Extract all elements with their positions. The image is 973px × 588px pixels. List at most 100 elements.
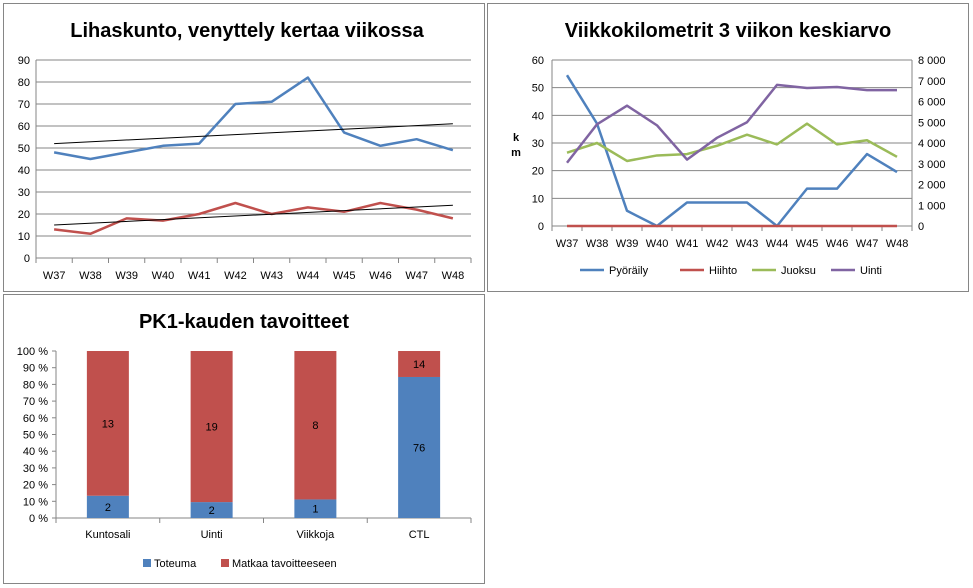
y-tick-label: 0 %	[29, 513, 48, 525]
y-tick-label: 10	[18, 231, 30, 243]
legend-swatch	[143, 559, 151, 567]
x-tick-label: Viikkoja	[297, 529, 336, 541]
x-tick-label: Uinti	[201, 529, 223, 541]
legend-label: Juoksu	[781, 265, 816, 277]
data-label: 1	[312, 504, 318, 516]
y-tick-label: 40 %	[23, 446, 48, 458]
series-line-1	[53, 76, 454, 161]
x-tick-label: Kuntosali	[85, 529, 130, 541]
y-tick-label: 20	[532, 166, 544, 178]
y-tick-label: 20 %	[23, 480, 48, 492]
y-tick-label: 30 %	[23, 463, 48, 475]
y-axis-label: k	[513, 132, 520, 144]
x-tick-label: W46	[369, 270, 392, 282]
legend-label: Matkaa tavoitteeseen	[232, 558, 337, 570]
y2-tick-label: 5 000	[918, 117, 946, 129]
y2-tick-label: 3 000	[918, 159, 946, 171]
x-tick-label: W40	[646, 238, 669, 250]
y-tick-label: 50 %	[23, 430, 48, 442]
y-tick-label: 50	[532, 83, 544, 95]
y-tick-label: 30	[532, 138, 544, 150]
y-tick-label: 100 %	[17, 346, 48, 358]
y-tick-label: 20	[18, 209, 30, 221]
y-tick-label: 50	[18, 143, 30, 155]
y-tick-label: 60	[532, 55, 544, 67]
data-label: 8	[312, 420, 318, 432]
bar-segment-matkaa	[86, 351, 129, 496]
y2-tick-label: 7 000	[918, 76, 946, 88]
x-tick-label: W41	[676, 238, 699, 250]
y-tick-label: 10	[532, 193, 544, 205]
bar-segment-matkaa	[190, 351, 233, 503]
series-line-2	[53, 201, 454, 236]
bar-segment-toteuma	[86, 495, 129, 518]
data-label: 14	[413, 359, 425, 371]
chart-panel-lihaskunto: Lihaskunto, venyttely kertaa viikossa 0 1…	[3, 3, 485, 292]
data-label: 13	[102, 418, 114, 430]
y-tick-label: 70 %	[23, 396, 48, 408]
x-tick-label: W45	[333, 270, 356, 282]
y-tick-label: 0	[24, 253, 30, 265]
line-chart-viikkokilometrit: Viikkokilometrit 3 viikon keskiarvo 0 10 2…	[511, 20, 946, 277]
x-tick-label: W42	[706, 238, 729, 250]
y-axis-label: m	[511, 147, 521, 159]
y2-tick-label: 4 000	[918, 138, 946, 150]
x-tick-label: W47	[856, 238, 879, 250]
y2-tick-label: 6 000	[918, 97, 946, 109]
y-tick-label: 80	[18, 77, 30, 89]
y-tick-label: 40	[18, 165, 30, 177]
x-tick-label: W39	[616, 238, 639, 250]
legend-label: Pyöräily	[609, 265, 649, 277]
x-tick-label: W41	[188, 270, 211, 282]
trendline-1	[54, 123, 453, 145]
x-tick-label: W42	[224, 270, 247, 282]
y2-tick-label: 8 000	[918, 55, 946, 67]
y-tick-label: 90 %	[23, 363, 48, 375]
chart-panel-pk1: PK1-kauden tavoitteet 0 % 10 % 20 % 30 % 40 …	[3, 294, 485, 584]
y-tick-label: 80 %	[23, 379, 48, 391]
bar-segment-matkaa	[398, 351, 441, 377]
x-tick-label: W48	[442, 270, 465, 282]
x-tick-label: W37	[556, 238, 579, 250]
y2-tick-label: 1 000	[918, 200, 946, 212]
x-tick-label: W46	[826, 238, 849, 250]
x-tick-label: W39	[115, 270, 138, 282]
x-tick-label: W48	[886, 238, 909, 250]
chart-title: Viikkokilometrit 3 viikon keskiarvo	[565, 20, 891, 42]
y2-tick-label: 0	[918, 221, 924, 233]
y-tick-label: 30	[18, 187, 30, 199]
stacked-bar-chart-pk1: PK1-kauden tavoitteet 0 % 10 % 20 % 30 % 40 …	[17, 311, 472, 570]
x-tick-label: W38	[79, 270, 102, 282]
x-tick-label: W44	[297, 270, 320, 282]
y-tick-label: 90	[18, 55, 30, 67]
series-line-pyöräily	[565, 74, 898, 228]
y-tick-label: 60	[18, 121, 30, 133]
chart-title: Lihaskunto, venyttely kertaa viikossa	[70, 20, 424, 42]
bar-segment-toteuma	[294, 499, 337, 518]
legend-label: Uinti	[860, 265, 882, 277]
y-tick-label: 10 %	[23, 496, 48, 508]
data-label: 76	[413, 442, 425, 454]
data-label: 2	[105, 502, 111, 514]
x-tick-label: W44	[766, 238, 789, 250]
series-line-uinti	[566, 83, 897, 164]
line-chart-lihaskunto: Lihaskunto, venyttely kertaa viikossa 0 1…	[18, 20, 472, 282]
data-label: 2	[209, 505, 215, 517]
x-tick-label: W37	[43, 270, 66, 282]
bar-segment-matkaa	[294, 351, 337, 500]
bar-segment-toteuma	[398, 376, 441, 518]
legend-label: Hiihto	[709, 265, 737, 277]
x-tick-label: W38	[586, 238, 609, 250]
x-tick-label: W40	[152, 270, 175, 282]
legend-label: Toteuma	[154, 558, 197, 570]
y2-tick-label: 2 000	[918, 180, 946, 192]
y-tick-label: 70	[18, 99, 30, 111]
y-tick-label: 40	[532, 110, 544, 122]
x-tick-label: W43	[260, 270, 283, 282]
chart-panel-viikkokilometrit: Viikkokilometrit 3 viikon keskiarvo 0 10 2…	[487, 3, 969, 292]
chart-title: PK1-kauden tavoitteet	[139, 311, 349, 333]
x-tick-label: W43	[736, 238, 759, 250]
x-tick-label: W45	[796, 238, 819, 250]
series-line-juoksu	[566, 122, 898, 163]
y-tick-label: 0	[538, 221, 544, 233]
